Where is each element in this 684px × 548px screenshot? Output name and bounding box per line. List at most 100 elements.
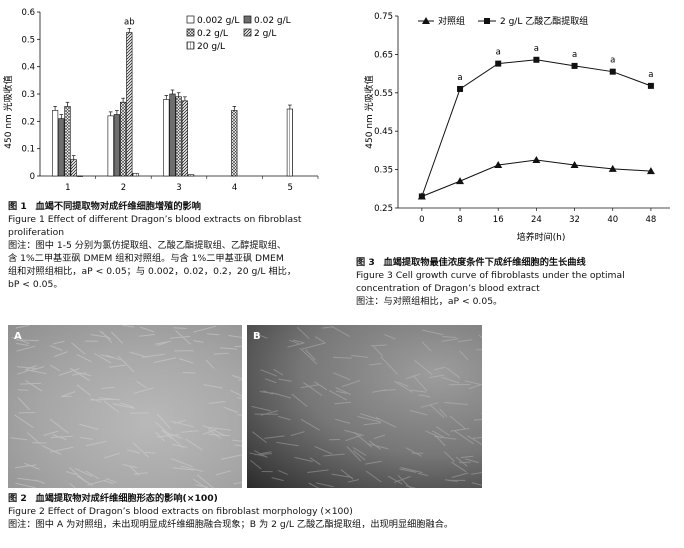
- cell-stroke: [368, 440, 381, 450]
- cell-stroke: [418, 394, 431, 398]
- data-point-square: [418, 193, 425, 200]
- cell-stroke: [219, 347, 237, 350]
- cell-stroke: [195, 484, 209, 488]
- caption-title-en: Figure 3 Cell growth curve of fibroblast…: [356, 270, 625, 281]
- cell-stroke: [314, 445, 333, 455]
- cell-stroke: [454, 430, 474, 445]
- cell-stroke: [380, 356, 398, 375]
- bar: [64, 106, 71, 177]
- cell-stroke: [434, 434, 446, 447]
- caption-note: 图注：与对照组相比，aP < 0.05。: [356, 296, 503, 307]
- cell-stroke: [140, 326, 155, 333]
- cell-stroke: [103, 400, 120, 413]
- cell-stroke: [232, 439, 242, 442]
- cell-stroke: [112, 403, 135, 409]
- cell-stroke: [394, 380, 413, 393]
- bar: [126, 32, 133, 177]
- cell-stroke: [277, 469, 288, 475]
- cell-stroke: [417, 472, 429, 476]
- data-point-square: [495, 60, 502, 67]
- cell-stroke: [251, 405, 272, 412]
- figure-1-bar-chart: 00.10.20.30.40.50.61 2 3 4 5 ab 450 nm 光吸收值 …: [2, 8, 319, 193]
- cell-stroke: [434, 436, 457, 440]
- cell-stroke: [299, 347, 318, 365]
- cell-stroke: [71, 342, 86, 355]
- cell-stroke: [171, 420, 195, 428]
- cell-stroke: [302, 342, 326, 350]
- cell-stroke: [233, 481, 242, 485]
- cell-stroke: [234, 444, 242, 447]
- cell-stroke: [49, 344, 63, 351]
- cell-stroke: [335, 390, 347, 394]
- x-tick-label: 24: [531, 215, 542, 225]
- cell-stroke: [54, 351, 68, 358]
- cell-stroke: [161, 429, 173, 440]
- cell-stroke: [85, 470, 99, 480]
- cell-stroke: [109, 364, 126, 368]
- y-tick-label: 0.65: [374, 50, 393, 60]
- caption-note: 图注：图中 1-5 分别为氯仿提取组、乙酸乙酯提取组、乙醇提取组、: [8, 240, 287, 251]
- cell-stroke: [345, 434, 362, 442]
- significance-label: a: [496, 48, 501, 58]
- cell-stroke: [101, 386, 115, 389]
- cell-stroke: [213, 352, 229, 355]
- cell-stroke: [15, 325, 30, 329]
- cell-stroke: [346, 445, 362, 462]
- cell-stroke: [94, 353, 112, 364]
- data-point-triangle: [608, 164, 617, 172]
- caption-title-cn: 血竭不同提取物对成纤维细胞增殖的影响: [35, 201, 201, 212]
- bar: [231, 110, 238, 177]
- cell-stroke: [273, 368, 284, 376]
- x-tick-label: 2: [121, 183, 126, 193]
- cell-stroke: [305, 349, 316, 361]
- cell-stroke: [331, 326, 350, 338]
- cell-stroke: [445, 479, 458, 482]
- bar: [286, 108, 294, 177]
- cell-stroke: [170, 335, 191, 339]
- data-point-triangle: [456, 177, 465, 185]
- cell-stroke: [61, 391, 76, 397]
- y-tick-label: 0.75: [374, 12, 393, 22]
- cell-stroke: [230, 389, 242, 397]
- cell-stroke: [10, 437, 28, 441]
- x-tick-label: 16: [493, 215, 504, 225]
- cell-stroke: [387, 475, 403, 485]
- series-line: [421, 159, 651, 197]
- cell-stroke: [332, 356, 352, 359]
- x-tick-label: 40: [607, 215, 618, 225]
- cell-stroke: [347, 479, 360, 483]
- cell-stroke: [412, 374, 428, 392]
- y-tick-label: 0.6: [21, 8, 35, 18]
- cell-stroke: [110, 331, 124, 344]
- cell-stroke: [178, 358, 194, 364]
- cell-stroke: [471, 482, 482, 486]
- cell-stroke: [292, 339, 305, 344]
- significance-label: a: [610, 56, 615, 66]
- figure-3-legend: 对照组 2 g/L 乙酸乙酯提取组: [418, 15, 588, 27]
- cell-stroke: [360, 413, 380, 421]
- cell-stroke: [431, 430, 446, 439]
- cell-stroke: [99, 330, 112, 340]
- cell-stroke: [414, 360, 433, 375]
- cell-stroke: [373, 434, 386, 440]
- cell-stroke: [334, 401, 352, 405]
- cell-stroke: [180, 465, 204, 472]
- cell-stroke: [25, 380, 43, 392]
- cell-stroke: [192, 478, 208, 488]
- cell-stroke: [335, 387, 351, 395]
- cell-stroke: [223, 406, 238, 413]
- significance-label: a: [457, 73, 462, 83]
- figure-3-ylabel: 450 nm 光吸收值: [363, 75, 375, 148]
- cell-stroke: [263, 390, 274, 395]
- x-tick-label: 8: [457, 215, 462, 225]
- figure-3-line-chart: 0.25 0.35 0.45 0.55 0.65 0.75 0 8 16 24 32 40 48 a a a…: [363, 12, 670, 243]
- figure-2-caption: 图 2 血竭提取物对成纤维细胞形态的影响(×100) Figure 2 Effe…: [8, 492, 453, 531]
- cell-stroke: [90, 334, 106, 338]
- cell-stroke: [289, 339, 301, 345]
- cell-stroke: [357, 416, 381, 423]
- bar: [107, 115, 114, 177]
- caption-title-en: Figure 1 Effect of different Dragon’s bl…: [8, 214, 302, 225]
- cell-stroke: [464, 380, 482, 386]
- figure-3-caption: 图 3 血竭提取物最佳浓度条件下成纤维细胞的生长曲线 Figure 3 Cell…: [356, 256, 625, 308]
- cell-stroke: [182, 372, 196, 374]
